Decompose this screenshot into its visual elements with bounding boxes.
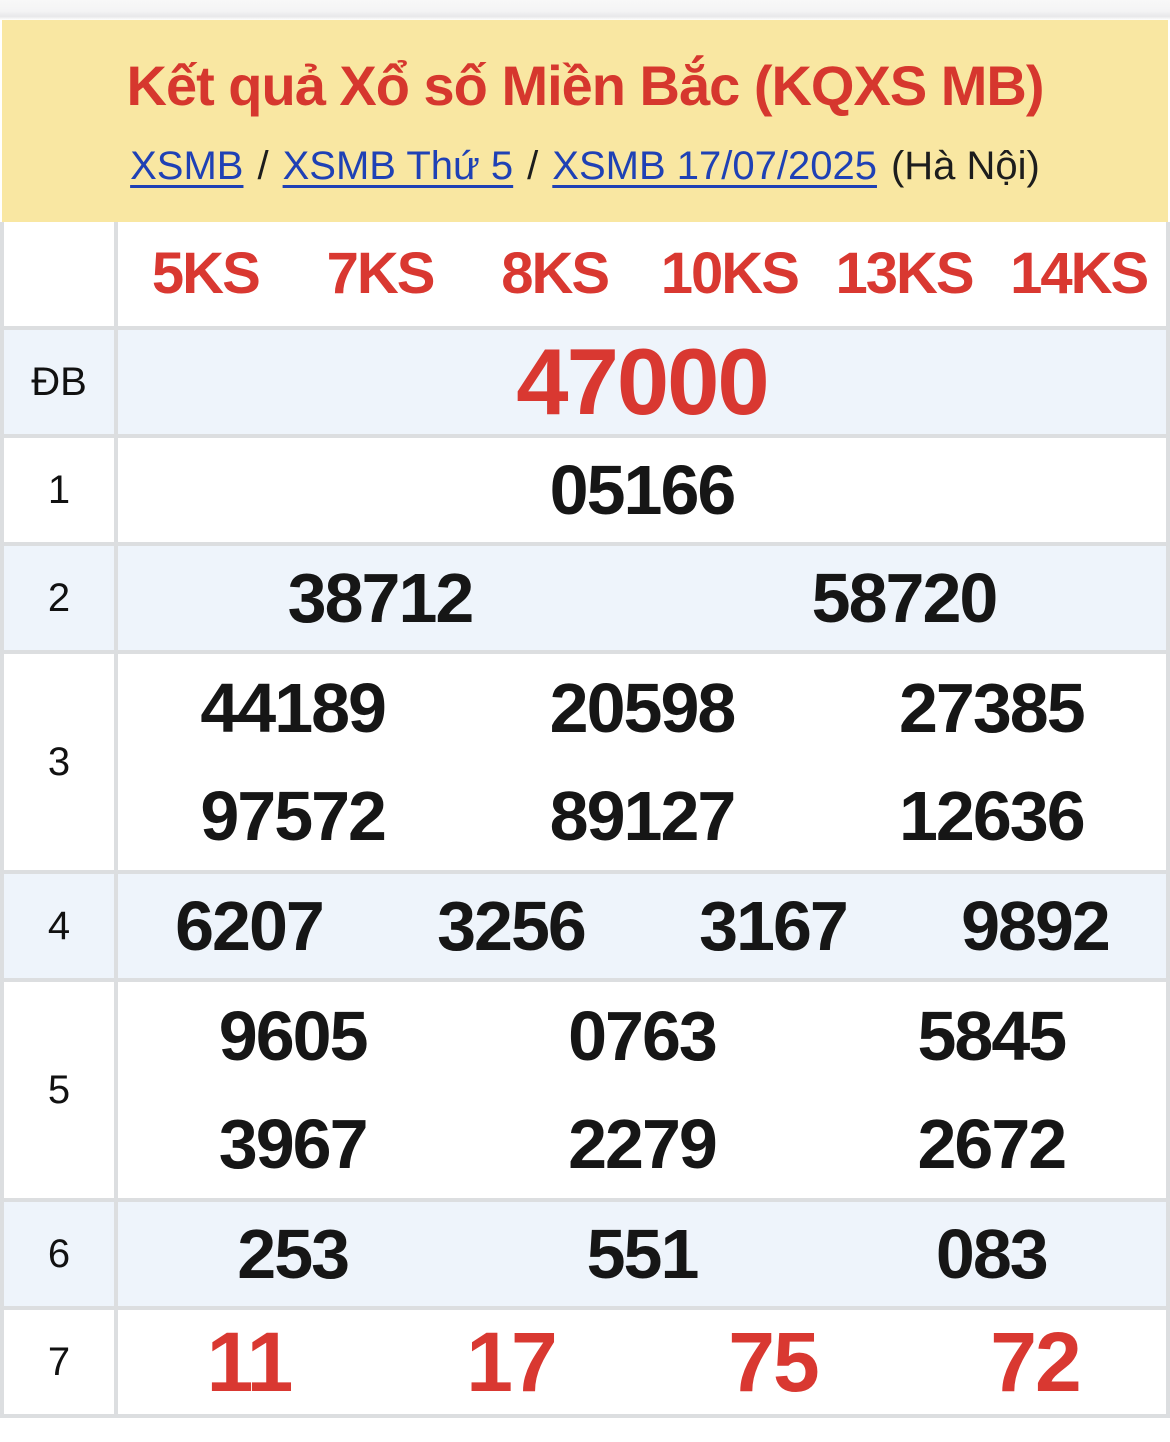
prize-row-1: 1 05166 <box>4 434 1166 542</box>
prize-value: 72 <box>990 1315 1081 1409</box>
prize-label: 5 <box>4 982 118 1198</box>
ks-link-8ks[interactable]: 8KS <box>501 241 610 306</box>
prize-value: 2672 <box>917 1105 1067 1183</box>
page-title: Kết quả Xổ số Miền Bắc (KQXS MB) <box>126 54 1045 117</box>
prize-value: 3256 <box>437 887 587 965</box>
prize-row-7: 7 11 17 75 72 <box>4 1306 1166 1414</box>
prize-label: ĐB <box>4 330 118 434</box>
prize-value: 3167 <box>699 887 849 965</box>
ks-link-10ks[interactable]: 10KS <box>660 241 800 306</box>
prize-value: 5845 <box>917 997 1067 1075</box>
prize-value: 75 <box>728 1315 819 1409</box>
prize-value: 44189 <box>200 669 387 747</box>
prize-label: 7 <box>4 1310 118 1414</box>
breadcrumb-separator: / <box>257 144 269 188</box>
results-table: 5KS 7KS 8KS 10KS 13KS 14KS ĐB 47000 1 <box>0 222 1170 1418</box>
prize-label: 2 <box>4 546 118 650</box>
prize-row-special: ĐB 47000 <box>4 326 1166 434</box>
prize-value: 6207 <box>175 887 325 965</box>
ks-header-label-empty <box>4 222 118 326</box>
prize-value: 551 <box>586 1215 700 1293</box>
prize-value: 9605 <box>218 997 369 1075</box>
prize-row-4: 4 6207 3256 3167 9892 <box>4 870 1166 978</box>
prize-value: 05166 <box>549 451 737 529</box>
prize-value: 11 <box>206 1315 294 1409</box>
ks-link-7ks[interactable]: 7KS <box>326 241 436 306</box>
prize-label: 3 <box>4 654 118 870</box>
prize-value: 38712 <box>287 559 475 637</box>
prize-label: 6 <box>4 1202 118 1306</box>
prize-value: 2279 <box>568 1105 718 1183</box>
prize-label: 4 <box>4 874 118 978</box>
prize-row-3: 3 44189 20598 27385 97572 89127 12636 <box>4 650 1166 870</box>
prize-value: 47000 <box>516 329 769 434</box>
prize-value: 17 <box>466 1315 557 1409</box>
prize-value: 3967 <box>218 1105 369 1183</box>
ks-link-13ks[interactable]: 13KS <box>835 241 974 306</box>
prize-value: 89127 <box>549 777 737 855</box>
prize-label: 1 <box>4 438 118 542</box>
prize-row-2: 2 38712 58720 <box>4 542 1166 650</box>
ks-link-14ks[interactable]: 14KS <box>1010 241 1149 306</box>
breadcrumb-link-xsmb-date[interactable]: XSMB 17/07/2025 <box>552 144 877 188</box>
prize-row-6: 6 253 551 083 <box>4 1198 1166 1306</box>
breadcrumb-region: (Hà Nội) <box>890 144 1040 188</box>
breadcrumb-separator: / <box>527 144 539 188</box>
prize-value: 9892 <box>961 887 1111 965</box>
breadcrumb: XSMB / XSMB Thứ 5 / XSMB 17/07/2025 (Hà … <box>130 144 1040 189</box>
breadcrumb-link-xsmb-thu-5[interactable]: XSMB Thứ 5 <box>282 144 514 188</box>
prize-value: 12636 <box>898 777 1086 855</box>
prize-value: 97572 <box>200 777 387 855</box>
ks-link-5ks[interactable]: 5KS <box>151 241 261 306</box>
prize-value: 58720 <box>811 559 999 637</box>
prize-row-5: 5 9605 0763 5845 3967 2279 2672 <box>4 978 1166 1198</box>
breadcrumb-link-xsmb[interactable]: XSMB <box>130 144 244 188</box>
ks-header-row: 5KS 7KS 8KS 10KS 13KS 14KS <box>4 222 1166 326</box>
prize-value: 27385 <box>898 669 1086 747</box>
results-banner: Kết quả Xổ số Miền Bắc (KQXS MB) XSMB / … <box>2 20 1168 222</box>
browser-top-strip <box>0 0 1170 20</box>
prize-value: 083 <box>935 1215 1049 1293</box>
prize-value: 20598 <box>549 669 737 747</box>
prize-value: 253 <box>237 1215 350 1293</box>
prize-value: 0763 <box>568 997 718 1075</box>
